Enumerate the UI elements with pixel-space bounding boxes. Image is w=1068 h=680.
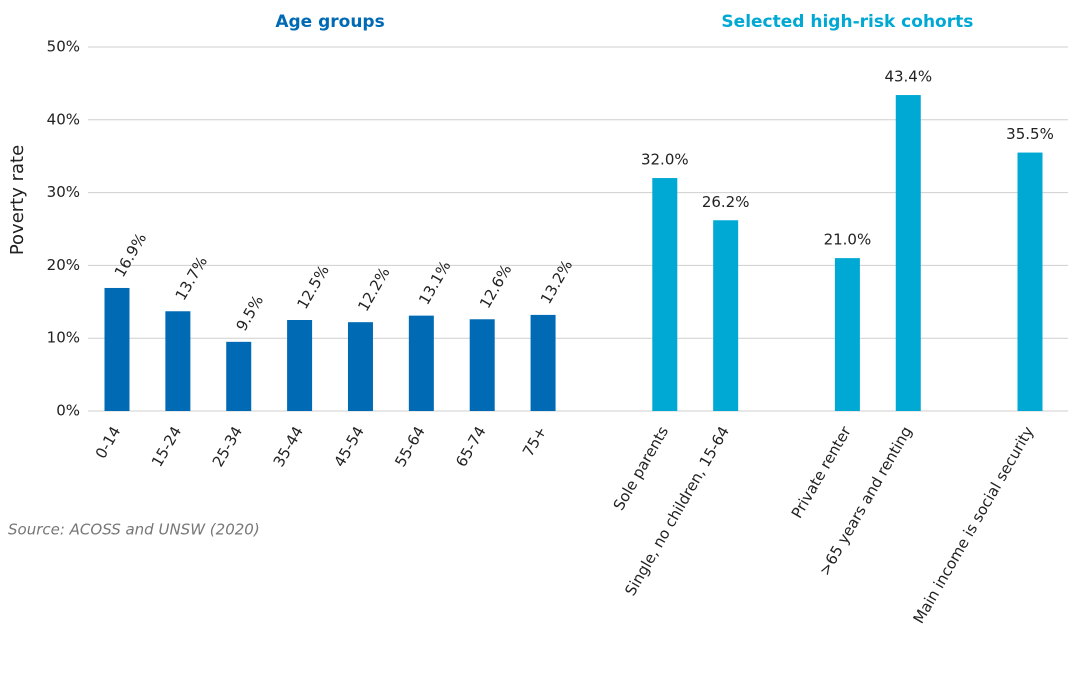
x-tick-label: 15-24 <box>148 423 185 470</box>
value-label: 13.2% <box>537 257 576 307</box>
bar <box>530 314 556 411</box>
y-tick-label: 20% <box>47 256 80 274</box>
bar <box>347 322 373 411</box>
source-note: Source: ACOSS and UNSW (2020) <box>8 521 260 539</box>
x-tick-label: 75+ <box>519 423 550 459</box>
y-tick-label: 10% <box>47 329 80 347</box>
x-tick-label: Single, no children, 15-64 <box>621 423 733 599</box>
bar <box>104 287 130 411</box>
bar <box>713 220 739 411</box>
x-tick-label: 25-34 <box>209 423 246 470</box>
bar <box>165 311 191 411</box>
value-label: 32.0% <box>641 151 689 169</box>
value-label: 9.5% <box>233 292 268 334</box>
value-label: 43.4% <box>884 68 932 86</box>
value-label: 12.5% <box>293 262 332 312</box>
bar <box>408 315 434 411</box>
bar <box>226 341 252 411</box>
x-tick-label: 0-14 <box>92 423 125 461</box>
x-tick-label: 45-54 <box>330 423 367 470</box>
value-label: 35.5% <box>1006 125 1054 143</box>
y-axis-label: Poverty rate <box>7 145 28 255</box>
bar <box>834 258 860 411</box>
bar <box>895 95 921 411</box>
bar <box>1017 152 1043 411</box>
x-tick-label: Private renter <box>788 423 855 522</box>
y-tick-label: 50% <box>47 38 80 56</box>
y-tick-label: 30% <box>47 183 80 201</box>
y-tick-label: 40% <box>47 110 80 128</box>
value-label: 13.7% <box>172 253 211 303</box>
legend-label: Age groups <box>275 12 384 32</box>
bar <box>287 320 313 411</box>
x-tick-label: 55-64 <box>391 423 428 470</box>
bar <box>652 178 678 411</box>
legend-label: Selected high-risk cohorts <box>721 12 973 32</box>
x-tick-label: 35-44 <box>270 423 307 470</box>
value-label: 12.2% <box>354 264 393 314</box>
value-label: 12.6% <box>476 261 515 311</box>
value-label: 21.0% <box>824 231 872 249</box>
x-tick-label: 65-74 <box>452 423 489 470</box>
y-tick-label: 0% <box>56 402 80 420</box>
value-label: 26.2% <box>702 193 750 211</box>
value-label: 16.9% <box>111 230 150 280</box>
x-tick-label: Sole parents <box>610 423 673 513</box>
x-tick-label: Main income is social security <box>910 423 1038 626</box>
bar <box>469 319 495 411</box>
